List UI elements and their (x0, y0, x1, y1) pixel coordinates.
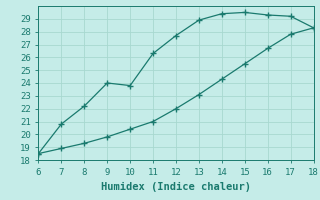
X-axis label: Humidex (Indice chaleur): Humidex (Indice chaleur) (101, 182, 251, 192)
